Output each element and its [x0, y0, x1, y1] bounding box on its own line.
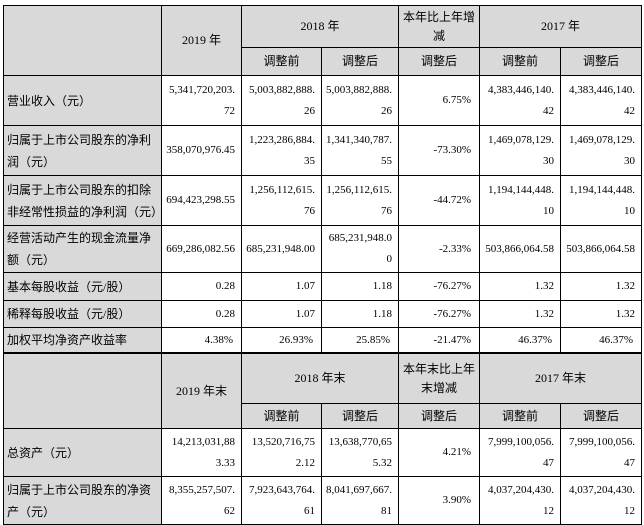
value-cell: 669,286,082.56 — [161, 225, 242, 273]
value-cell: 1,256,112,615.76 — [241, 175, 322, 226]
value-cell: 7,923,643,764.61 — [241, 476, 322, 525]
table-row-net-profit: 归属于上市公司股东的净利润（元） 358,070,976.45 1,223,28… — [3, 125, 643, 176]
value-cell: 503,866,064.58 — [560, 225, 643, 273]
value-cell: 0.28 — [161, 300, 242, 328]
change-cell: -21.47% — [398, 327, 481, 353]
value-cell: 503,866,064.58 — [479, 225, 562, 273]
change-cell: 3.90% — [398, 476, 481, 525]
annual-figures-table: 2019 年 2018 年 本年比上年增减 2017 年 调整前 调整后 调整后… — [3, 5, 643, 353]
col-header-change-end: 本年末比上年末增减 — [398, 353, 481, 404]
value-cell: 4.38% — [161, 327, 242, 353]
change-cell: -44.72% — [398, 175, 481, 226]
col-header-2017-end: 2017 年末 — [479, 353, 643, 404]
row-label: 归属于上市公司股东的净资产（元） — [3, 476, 162, 525]
change-cell: 6.75% — [398, 75, 481, 126]
value-cell: 4,383,446,140.42 — [479, 75, 562, 126]
corner-blank-cell — [3, 5, 162, 76]
subheader-2017-adj-before: 调整前 — [479, 47, 562, 76]
value-cell: 1.07 — [241, 272, 322, 301]
value-cell: 4,383,446,140.42 — [560, 75, 643, 126]
change-cell: 4.21% — [398, 428, 481, 477]
table-row-basic-eps: 基本每股收益（元/股） 0.28 1.07 1.18 -76.27% 1.32 … — [3, 272, 643, 301]
table-row-total-assets: 总资产（元） 14,213,031,883.33 13,520,716,752.… — [3, 428, 643, 477]
col-header-change: 本年比上年增减 — [398, 5, 481, 48]
subheader-2018-adj-after: 调整后 — [320, 47, 400, 76]
value-cell: 0.28 — [161, 272, 242, 301]
change-cell: -76.27% — [398, 272, 481, 301]
value-cell: 358,070,976.45 — [161, 125, 242, 176]
row-label: 营业收入（元） — [3, 75, 162, 126]
value-cell: 25.85% — [320, 327, 400, 353]
row-label: 稀释每股收益（元/股） — [3, 300, 162, 328]
value-cell: 1,256,112,615.76 — [320, 175, 400, 226]
value-cell: 1,194,144,448.10 — [560, 175, 643, 226]
value-cell: 8,355,257,507.62 — [161, 476, 242, 525]
value-cell: 5,003,882,888.26 — [320, 75, 400, 126]
value-cell: 685,231,948.00 — [320, 225, 400, 273]
value-cell: 1,194,144,448.10 — [479, 175, 562, 226]
value-cell: 1.18 — [320, 300, 400, 328]
value-cell: 7,999,100,056.47 — [560, 428, 643, 477]
subheader-2018-adj-before: 调整前 — [241, 47, 322, 76]
col-header-2018-end: 2018 年末 — [240, 353, 400, 404]
row-label: 归属于上市公司股东的净利润（元） — [3, 125, 162, 176]
table-row-weighted-roe: 加权平均净资产收益率 4.38% 26.93% 25.85% -21.47% 4… — [3, 327, 643, 353]
value-cell: 1,469,078,129.30 — [479, 125, 562, 176]
subheader-2017-adj-before: 调整前 — [479, 403, 562, 429]
value-cell: 8,041,697,667.81 — [320, 476, 400, 525]
table-row-net-assets: 归属于上市公司股东的净资产（元） 8,355,257,507.62 7,923,… — [3, 476, 643, 525]
corner-blank-cell — [3, 353, 162, 429]
value-cell: 1,469,078,129.30 — [560, 125, 643, 176]
value-cell: 14,213,031,883.33 — [161, 428, 242, 477]
change-cell: -2.33% — [398, 225, 481, 273]
value-cell: 1.32 — [479, 300, 562, 328]
value-cell: 7,999,100,056.47 — [479, 428, 562, 477]
value-cell: 1.32 — [560, 272, 643, 301]
row-label: 加权平均净资产收益率 — [3, 327, 162, 353]
col-header-2017: 2017 年 — [479, 5, 643, 48]
value-cell: 46.37% — [560, 327, 643, 353]
subheader-2017-adj-after: 调整后 — [560, 47, 643, 76]
change-cell: -73.30% — [398, 125, 481, 176]
value-cell: 26.93% — [241, 327, 322, 353]
value-cell: 5,003,882,888.26 — [241, 75, 322, 126]
subheader-2017-adj-after: 调整后 — [560, 403, 643, 429]
value-cell: 694,423,298.55 — [161, 175, 242, 226]
table-row-revenue: 营业收入（元） 5,341,720,203.72 5,003,882,888.2… — [3, 75, 643, 126]
subheader-change-adj-after: 调整后 — [398, 403, 481, 429]
value-cell: 1.32 — [479, 272, 562, 301]
table-row-operating-cash-flow: 经营活动产生的现金流量净额（元） 669,286,082.56 685,231,… — [3, 225, 643, 273]
subheader-change-adj-after: 调整后 — [398, 47, 481, 76]
value-cell: 13,520,716,752.12 — [241, 428, 322, 477]
value-cell: 1,223,286,884.35 — [241, 125, 322, 176]
value-cell: 1.32 — [560, 300, 643, 328]
row-label: 归属于上市公司股东的扣除非经常性损益的净利润（元） — [3, 175, 162, 226]
table-row-diluted-eps: 稀释每股收益（元/股） 0.28 1.07 1.18 -76.27% 1.32 … — [3, 300, 643, 328]
change-cell: -76.27% — [398, 300, 481, 328]
row-label: 总资产（元） — [3, 428, 162, 477]
value-cell: 685,231,948.00 — [241, 225, 322, 273]
table-row-net-profit-excl-nonrecurring: 归属于上市公司股东的扣除非经常性损益的净利润（元） 694,423,298.55… — [3, 175, 643, 226]
col-header-2019-end: 2019 年末 — [161, 353, 242, 429]
value-cell: 4,037,204,430.12 — [479, 476, 562, 525]
row-label: 基本每股收益（元/股） — [3, 272, 162, 301]
value-cell: 46.37% — [479, 327, 562, 353]
value-cell: 5,341,720,203.72 — [161, 75, 242, 126]
value-cell: 1.07 — [241, 300, 322, 328]
row-label: 经营活动产生的现金流量净额（元） — [3, 225, 162, 273]
yearend-figures-table: 2019 年末 2018 年末 本年末比上年末增减 2017 年末 调整前 调整… — [3, 353, 643, 525]
subheader-2018-adj-after: 调整后 — [320, 403, 400, 429]
value-cell: 13,638,770,655.32 — [320, 428, 400, 477]
col-header-2019: 2019 年 — [161, 5, 242, 76]
value-cell: 4,037,204,430.12 — [560, 476, 643, 525]
subheader-2018-adj-before: 调整前 — [241, 403, 322, 429]
col-header-2018: 2018 年 — [240, 5, 400, 48]
value-cell: 1,341,340,787.55 — [320, 125, 400, 176]
value-cell: 1.18 — [320, 272, 400, 301]
